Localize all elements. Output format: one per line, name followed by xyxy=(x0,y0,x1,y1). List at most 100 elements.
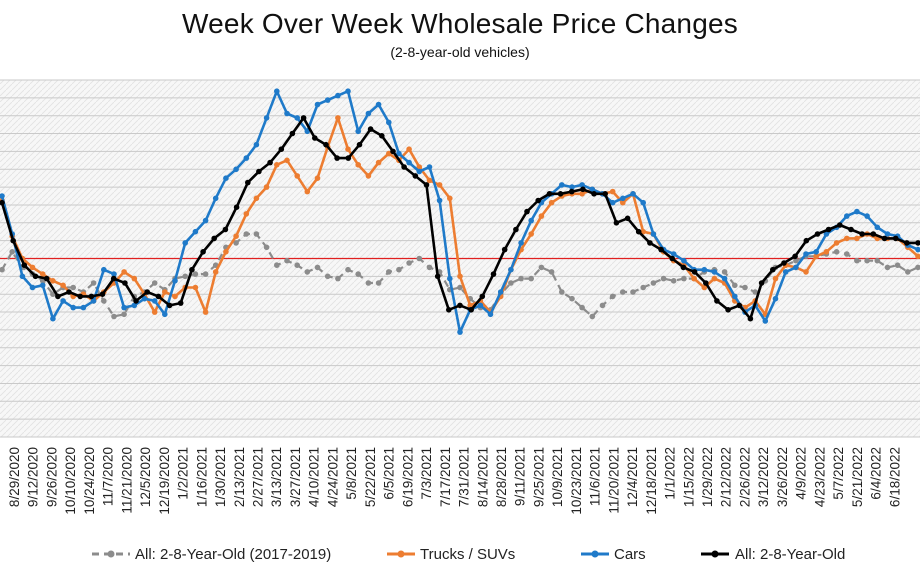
data-point-s2-35 xyxy=(355,128,362,135)
data-point-s3-81 xyxy=(904,240,910,246)
data-point-s2-18 xyxy=(182,240,188,246)
data-point-s2-62 xyxy=(630,191,636,197)
data-point-s3-19 xyxy=(211,235,217,242)
data-point-s3-52 xyxy=(580,186,586,193)
data-point-s1-4 xyxy=(39,271,46,277)
x-tick-label: 2/12/2022 xyxy=(719,447,734,507)
legend-swatch-marker xyxy=(107,550,115,558)
data-point-s2-37 xyxy=(375,101,382,108)
data-point-s2-55 xyxy=(559,182,565,188)
x-tick-label: 5/7/2022 xyxy=(831,447,846,500)
data-point-s0-50 xyxy=(508,280,514,286)
legend-swatch-marker xyxy=(397,550,405,558)
data-point-s0-52 xyxy=(528,275,534,282)
data-point-s1-30 xyxy=(304,188,311,195)
x-tick-label: 8/14/2021 xyxy=(475,447,490,507)
data-point-s2-3 xyxy=(29,284,36,291)
data-point-s1-29 xyxy=(294,173,301,179)
data-point-s3-35 xyxy=(390,148,396,155)
data-point-s2-25 xyxy=(253,141,260,148)
x-tick-label: 2/13/2021 xyxy=(232,447,247,507)
x-tick-label: 11/21/2020 xyxy=(119,447,134,514)
x-tick-label: 10/10/2020 xyxy=(63,447,78,515)
data-point-s0-42 xyxy=(426,264,433,271)
data-point-s0-84 xyxy=(854,257,860,264)
x-tick-label: 9/25/2021 xyxy=(531,447,546,507)
x-tick-label: 7/3/2021 xyxy=(419,447,434,500)
data-point-s3-66 xyxy=(736,302,743,309)
data-point-s0-66 xyxy=(670,278,677,284)
data-point-s1-6 xyxy=(60,282,66,289)
data-point-s3-65 xyxy=(725,307,731,313)
data-point-s2-16 xyxy=(162,311,168,318)
data-point-s1-35 xyxy=(355,162,362,168)
data-point-s0-82 xyxy=(833,249,840,255)
data-point-s3-25 xyxy=(278,146,285,152)
x-tick-label: 12/4/2021 xyxy=(625,447,640,507)
data-point-s2-39 xyxy=(396,150,402,157)
data-point-s0-56 xyxy=(569,295,575,302)
data-point-s2-60 xyxy=(609,199,616,206)
x-tick-label: 4/23/2022 xyxy=(812,447,827,507)
data-point-s2-84 xyxy=(854,208,860,215)
data-point-s0-54 xyxy=(548,269,555,275)
data-point-s0-88 xyxy=(894,262,901,269)
data-point-s3-40 xyxy=(446,307,452,313)
data-point-s3-68 xyxy=(758,280,765,286)
legend-label: Trucks / SUVs xyxy=(420,546,515,563)
legend-label: Cars xyxy=(614,546,646,563)
data-point-s0-26 xyxy=(263,244,270,251)
data-point-s1-80 xyxy=(813,253,819,260)
data-point-s0-39 xyxy=(396,266,402,273)
data-point-s2-66 xyxy=(670,251,677,257)
data-point-s2-4 xyxy=(39,282,46,289)
x-tick-label: 11/6/2021 xyxy=(588,447,603,506)
data-point-s2-27 xyxy=(274,88,280,94)
data-point-s1-79 xyxy=(803,269,809,275)
data-point-s0-57 xyxy=(579,304,585,311)
data-point-s2-63 xyxy=(640,199,646,206)
data-point-s3-69 xyxy=(770,266,776,273)
data-point-s2-23 xyxy=(233,166,239,173)
x-tick-label: 5/21/2022 xyxy=(850,447,865,507)
x-tick-label: 1/15/2022 xyxy=(681,447,696,507)
data-point-s0-58 xyxy=(589,313,596,320)
data-point-s1-13 xyxy=(131,275,138,282)
data-point-s2-87 xyxy=(884,231,891,237)
data-point-s1-19 xyxy=(192,284,199,291)
data-point-s2-61 xyxy=(620,195,626,202)
x-tick-label: 4/24/2021 xyxy=(325,447,340,507)
x-tick-label: 5/22/2021 xyxy=(363,447,378,507)
data-point-s3-33 xyxy=(367,126,374,132)
data-point-s1-24 xyxy=(243,211,250,217)
data-point-s2-44 xyxy=(447,275,453,282)
data-point-s2-8 xyxy=(80,304,87,311)
x-tick-label: 6/19/2021 xyxy=(400,447,415,507)
legend-swatch-marker xyxy=(591,550,599,558)
x-tick-label: 8/29/2020 xyxy=(7,447,22,507)
data-point-s3-78 xyxy=(870,231,877,237)
data-point-s0-24 xyxy=(243,231,250,237)
data-point-s2-7 xyxy=(70,304,76,311)
data-point-s2-11 xyxy=(111,271,117,277)
data-point-s2-56 xyxy=(569,184,575,190)
data-point-s3-4 xyxy=(43,275,50,282)
x-tick-label: 10/9/2021 xyxy=(550,447,565,507)
data-point-s3-79 xyxy=(881,235,888,242)
data-point-s3-37 xyxy=(412,173,419,179)
data-point-s0-45 xyxy=(457,284,463,291)
data-point-s3-29 xyxy=(323,141,329,148)
data-point-s0-0 xyxy=(0,266,5,273)
data-point-s1-41 xyxy=(416,164,423,170)
data-point-s3-51 xyxy=(568,188,575,195)
data-point-s2-77 xyxy=(782,269,789,275)
data-point-s3-34 xyxy=(379,133,385,139)
data-point-s0-33 xyxy=(335,275,341,282)
data-point-s3-27 xyxy=(300,115,307,121)
data-point-s2-52 xyxy=(528,217,534,224)
data-point-s3-48 xyxy=(535,197,541,204)
data-point-s2-57 xyxy=(579,182,585,188)
data-point-s2-9 xyxy=(90,298,97,304)
data-point-s2-43 xyxy=(436,197,443,204)
